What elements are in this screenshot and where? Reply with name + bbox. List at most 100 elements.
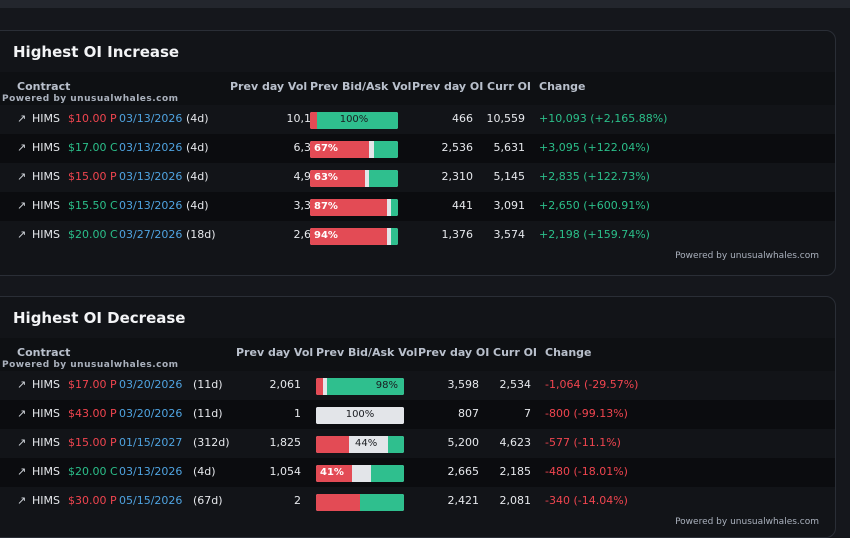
- oi-change: +10,093 (+2,165.88%): [539, 112, 668, 125]
- ticker[interactable]: HIMS: [32, 170, 60, 183]
- table-row[interactable]: ↗ HIMS $17.00 P 03/20/2026 (11d) 2,061 98% 3,59…: [0, 371, 835, 400]
- strike[interactable]: $17.00 C: [68, 141, 118, 154]
- bid-ask-bar: 63%: [310, 170, 398, 187]
- strike[interactable]: $30.00 P: [68, 494, 117, 507]
- arrow-up-right-icon: ↗: [17, 494, 27, 507]
- strike[interactable]: $10.00 P: [68, 112, 117, 125]
- expiry-date[interactable]: 03/13/2026: [119, 199, 183, 212]
- bid-ask-bar: 100%: [310, 112, 398, 129]
- curr-oi: 4,623: [499, 436, 532, 449]
- powered-by-top[interactable]: Powered by unusualwhales.com: [2, 94, 179, 104]
- oi-increase-title: Highest OI Increase: [13, 43, 180, 61]
- ticker[interactable]: HIMS: [32, 141, 60, 154]
- oi-change: -480 (-18.01%): [545, 465, 628, 478]
- days-to-expiry: (4d): [186, 112, 209, 125]
- mid-segment: [349, 436, 388, 453]
- ticker[interactable]: HIMS: [32, 407, 60, 420]
- table-row[interactable]: ↗ HIMS $43.00 P 03/20/2026 (11d) 1 100% 807 7 -80…: [0, 400, 835, 429]
- powered-by-bottom[interactable]: Powered by unusualwhales.com: [675, 251, 819, 261]
- curr-oi: 5,145: [493, 170, 526, 183]
- expiry-date[interactable]: 03/13/2026: [119, 112, 183, 125]
- expiry-date[interactable]: 03/13/2026: [119, 170, 183, 183]
- expiry-date[interactable]: 03/13/2026: [119, 465, 183, 478]
- expiry-date[interactable]: 01/15/2027: [119, 436, 183, 449]
- col-curr-oi[interactable]: Curr OI: [493, 346, 538, 359]
- ticker[interactable]: HIMS: [32, 436, 60, 449]
- oi-change: +2,835 (+122.73%): [539, 170, 650, 183]
- bid-segment: [327, 378, 404, 395]
- mid-segment: [387, 199, 391, 216]
- oi-change: -340 (-14.04%): [545, 494, 628, 507]
- col-prev-day-oi[interactable]: Prev day OI: [418, 346, 490, 359]
- table-row[interactable]: ↗ HIMS $10.00 P 03/13/2026 (4d) 10,152 100% 466…: [0, 105, 835, 134]
- ask-segment: [310, 141, 369, 158]
- ask-segment: [316, 494, 360, 511]
- ticker[interactable]: HIMS: [32, 378, 60, 391]
- table-row[interactable]: ↗ HIMS $15.00 P 01/15/2027 (312d) 1,825 44% 5,2…: [0, 429, 835, 458]
- col-change[interactable]: Change: [545, 346, 592, 359]
- col-contract[interactable]: Contract: [17, 80, 71, 93]
- col-prev-bid-ask-vol[interactable]: Prev Bid/Ask Vol: [310, 80, 412, 93]
- col-prev-day-oi[interactable]: Prev day OI: [412, 80, 484, 93]
- expiry-date[interactable]: 03/13/2026: [119, 141, 183, 154]
- arrow-up-right-icon: ↗: [17, 170, 27, 183]
- bid-segment: [391, 228, 398, 245]
- days-to-expiry: (4d): [186, 170, 209, 183]
- days-to-expiry: (4d): [186, 141, 209, 154]
- ticker[interactable]: HIMS: [32, 494, 60, 507]
- col-contract[interactable]: Contract: [17, 346, 71, 359]
- strike[interactable]: $17.00 P: [68, 378, 117, 391]
- arrow-up-right-icon: ↗: [17, 112, 27, 125]
- col-prev-day-vol[interactable]: Prev day Vol: [230, 80, 308, 93]
- strike[interactable]: $43.00 P: [68, 407, 117, 420]
- days-to-expiry: (312d): [193, 436, 230, 449]
- ticker[interactable]: HIMS: [32, 228, 60, 241]
- ticker[interactable]: HIMS: [32, 112, 60, 125]
- strike[interactable]: $15.00 P: [68, 436, 117, 449]
- expiry-date[interactable]: 03/20/2026: [119, 378, 183, 391]
- curr-oi: 2,185: [499, 465, 532, 478]
- prev-day-oi: 807: [458, 407, 479, 420]
- col-change[interactable]: Change: [539, 80, 586, 93]
- expiry-date[interactable]: 03/20/2026: [119, 407, 183, 420]
- bid-ask-bar: 100%: [316, 407, 404, 424]
- col-prev-bid-ask-vol[interactable]: Prev Bid/Ask Vol: [316, 346, 418, 359]
- days-to-expiry: (4d): [193, 465, 216, 478]
- oi-change: +3,095 (+122.04%): [539, 141, 650, 154]
- table-row[interactable]: ↗ HIMS $20.00 C 03/13/2026 (4d) 1,054 41% 2,665…: [0, 458, 835, 487]
- expiry-date[interactable]: 03/27/2026: [119, 228, 183, 241]
- bid-ask-label: 41%: [320, 467, 344, 478]
- ticker[interactable]: HIMS: [32, 199, 60, 212]
- oi-decrease-card: Highest OI Decrease Contract Prev day Vo…: [0, 296, 836, 538]
- ask-segment: [316, 465, 352, 482]
- oi-change: -577 (-11.1%): [545, 436, 621, 449]
- col-prev-day-vol[interactable]: Prev day Vol: [236, 346, 314, 359]
- arrow-up-right-icon: ↗: [17, 378, 27, 391]
- expiry-date[interactable]: 05/15/2026: [119, 494, 183, 507]
- days-to-expiry: (11d): [193, 378, 223, 391]
- table-row[interactable]: ↗HIMS$15.00 P03/13/2026(4d)4,90563%2,310…: [0, 163, 835, 192]
- strike[interactable]: $20.00 C: [68, 228, 118, 241]
- bid-segment: [360, 494, 404, 511]
- strike[interactable]: $15.00 P: [68, 170, 117, 183]
- oi-increase-header: Contract Prev day Vol Prev Bid/Ask Vol P…: [0, 72, 835, 107]
- bid-ask-label: 98%: [375, 380, 398, 391]
- arrow-up-right-icon: ↗: [17, 465, 27, 478]
- powered-by-bottom[interactable]: Powered by unusualwhales.com: [675, 517, 819, 527]
- table-row[interactable]: ↗ HIMS $30.00 P 05/15/2026 (67d) 2 2,421 2,081-…: [0, 487, 835, 516]
- col-curr-oi[interactable]: Curr OI: [487, 80, 532, 93]
- table-row[interactable]: ↗HIMS$15.50 C03/13/2026(4d)3,33487%4413,…: [0, 192, 835, 221]
- prev-day-oi: 2,421: [447, 494, 480, 507]
- strike[interactable]: $20.00 C: [68, 465, 118, 478]
- ticker[interactable]: HIMS: [32, 465, 60, 478]
- powered-by-top[interactable]: Powered by unusualwhales.com: [2, 360, 179, 370]
- arrow-up-right-icon: ↗: [17, 228, 27, 241]
- oi-decrease-header: Contract Prev day Vol Prev Bid/Ask Vol P…: [0, 338, 835, 373]
- curr-oi: 2,534: [499, 378, 532, 391]
- strike[interactable]: $15.50 C: [68, 199, 118, 212]
- bid-segment: [371, 465, 404, 482]
- table-row[interactable]: ↗HIMS$17.00 C03/13/2026(4d)6,34867%2,536…: [0, 134, 835, 163]
- bid-segment: [374, 141, 398, 158]
- table-row[interactable]: ↗HIMS$20.00 C03/27/2026(18d)2,67694%1,37…: [0, 221, 835, 250]
- bid-segment: [369, 170, 398, 187]
